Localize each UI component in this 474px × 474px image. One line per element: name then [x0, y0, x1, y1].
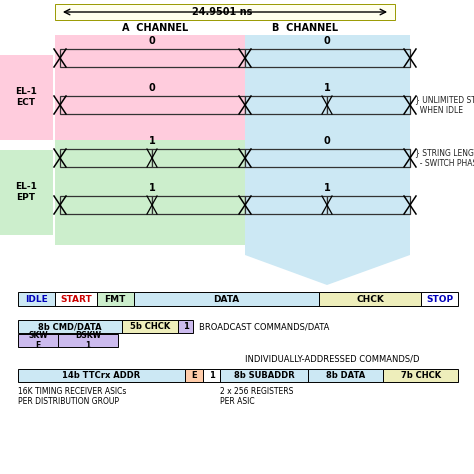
Text: DSKW
1: DSKW 1 [75, 331, 101, 350]
Bar [55, 4, 395, 20]
Bar [178, 320, 193, 333]
Text: 14b TTCrx ADDR: 14b TTCrx ADDR [63, 371, 141, 380]
Bar [55, 35, 245, 140]
Text: 1: 1 [209, 371, 215, 380]
Text: 24.9501 ns: 24.9501 ns [192, 7, 252, 17]
Bar [55, 292, 97, 306]
Text: EL-1
ECT: EL-1 ECT [15, 87, 37, 107]
Bar [134, 292, 319, 306]
Text: 5b CHCK: 5b CHCK [130, 322, 170, 331]
Text: FMT: FMT [105, 294, 126, 303]
Text: 0: 0 [324, 36, 330, 46]
Bar [122, 320, 178, 333]
Text: 0: 0 [324, 136, 330, 146]
Bar [152, 196, 245, 214]
Text: 0: 0 [149, 83, 155, 93]
Text: } STRING LENGTH ≥24 IL
  - SWITCH PHASE: } STRING LENGTH ≥24 IL - SWITCH PHASE [415, 148, 474, 168]
Bar [60, 96, 245, 114]
Bar [327, 196, 410, 214]
Text: EL-1
EPT: EL-1 EPT [15, 182, 37, 202]
Bar [309, 369, 383, 382]
Text: A  CHANNEL: A CHANNEL [122, 23, 188, 33]
Bar [319, 292, 421, 306]
Text: E: E [191, 371, 197, 380]
Text: SKW
E: SKW E [28, 331, 48, 350]
Text: 8b DATA: 8b DATA [326, 371, 365, 380]
Bar [245, 96, 327, 114]
Bar [327, 96, 410, 114]
Bar [58, 334, 118, 347]
Bar [60, 149, 152, 167]
Bar [152, 149, 245, 167]
Bar [220, 369, 309, 382]
Bar [60, 196, 152, 214]
Bar [203, 369, 220, 382]
Text: } UNLIMITED STRING LEN
  WHEN IDLE: } UNLIMITED STRING LEN WHEN IDLE [415, 95, 474, 115]
Text: 1: 1 [149, 183, 155, 193]
Text: 16K TIMING RECEIVER ASICs
PER DISTRIBUTION GROUP: 16K TIMING RECEIVER ASICs PER DISTRIBUTI… [18, 387, 127, 406]
Bar [245, 149, 410, 167]
Bar [245, 196, 327, 214]
Bar [421, 292, 458, 306]
Bar [0, 55, 53, 140]
Bar [18, 369, 185, 382]
Bar [97, 292, 134, 306]
Text: 1: 1 [324, 183, 330, 193]
Text: 1: 1 [149, 136, 155, 146]
Text: IDLE: IDLE [25, 294, 48, 303]
Text: CHCK: CHCK [356, 294, 384, 303]
Text: START: START [60, 294, 92, 303]
Text: DATA: DATA [213, 294, 239, 303]
Text: 8b SUBADDR: 8b SUBADDR [234, 371, 295, 380]
Text: 1: 1 [324, 83, 330, 93]
Text: STOP: STOP [426, 294, 453, 303]
Text: BROADCAST COMMANDS/DATA: BROADCAST COMMANDS/DATA [199, 322, 329, 331]
Text: 2 x 256 REGISTERS
PER ASIC: 2 x 256 REGISTERS PER ASIC [220, 387, 293, 406]
Bar [18, 334, 58, 347]
Bar [245, 49, 410, 67]
Text: 1: 1 [182, 322, 189, 331]
Text: 8b CMD/DATA: 8b CMD/DATA [38, 322, 102, 331]
Bar [383, 369, 458, 382]
Bar [245, 35, 410, 245]
Bar [18, 292, 55, 306]
Text: INDIVIDUALLY-ADDRESSED COMMANDS/D: INDIVIDUALLY-ADDRESSED COMMANDS/D [245, 355, 419, 364]
Text: B  CHANNEL: B CHANNEL [272, 23, 338, 33]
Bar [18, 320, 122, 333]
Text: 7b CHCK: 7b CHCK [401, 371, 441, 380]
Polygon shape [245, 245, 410, 285]
Bar [185, 369, 203, 382]
Text: 0: 0 [149, 36, 155, 46]
Bar [0, 150, 53, 235]
Bar [60, 49, 245, 67]
Bar [55, 140, 245, 245]
